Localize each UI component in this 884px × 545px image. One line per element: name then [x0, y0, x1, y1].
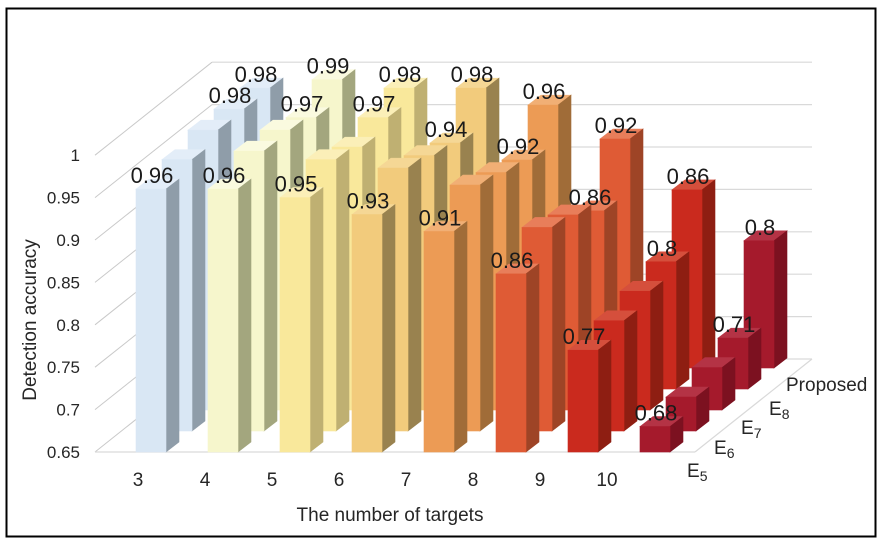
data-label-e8-targets-7: 0.92: [497, 134, 540, 159]
data-label-proposed-targets-7: 0.96: [523, 79, 566, 104]
x-tick-label-5: 5: [267, 470, 278, 491]
y-tick-depth-line: [94, 104, 213, 198]
data-label-e8-targets-10: 0.71: [713, 312, 756, 337]
data-label-e5-targets-9: 0.77: [563, 324, 606, 349]
data-label-e5-targets-6: 0.93: [347, 189, 390, 214]
bar-side-face: [525, 263, 540, 453]
bar-side-face: [407, 157, 422, 432]
series-depth-label-e8: E8: [769, 399, 790, 422]
data-label-proposed-targets-3: 0.98: [235, 62, 278, 87]
bar-side-face: [165, 178, 180, 453]
y-tick-label: 0.65: [47, 443, 80, 462]
x-tick-label-6: 6: [334, 470, 345, 491]
bar-e5-targets-10: [639, 415, 684, 453]
bar-front-face: [495, 273, 527, 453]
bar-front-face: [567, 349, 599, 453]
x-tick-label-10: 10: [596, 470, 617, 491]
x-tick-label-7: 7: [401, 470, 412, 491]
data-label-e5-targets-4: 0.96: [203, 163, 246, 188]
bar-e5-targets-9: [567, 339, 612, 453]
bar-e5-targets-4: [207, 178, 252, 453]
data-label-e8-targets-3: 0.98: [209, 83, 252, 108]
bar-side-face: [747, 327, 762, 390]
x-tick-label-3: 3: [133, 470, 144, 491]
bar-front-face: [279, 197, 311, 453]
data-label-e5-targets-3: 0.96: [131, 163, 174, 188]
series-depth-label-e5: E5: [687, 461, 708, 484]
data-label-e8-targets-8: 0.86: [569, 185, 612, 210]
bar-e5-targets-6: [351, 203, 396, 453]
bar-side-face: [381, 203, 396, 453]
figure-border: [5, 7, 877, 538]
y-tick-label: 0.8: [56, 316, 80, 335]
bar-side-face: [453, 220, 468, 453]
bar-e6-targets-9: [593, 310, 638, 432]
data-label-e5-targets-8: 0.86: [491, 248, 534, 273]
bar-side-face: [237, 178, 252, 453]
bar-e5-targets-5: [279, 186, 324, 453]
data-label-proposed-targets-5: 0.98: [379, 62, 422, 87]
bar-side-face: [479, 174, 494, 432]
series-depth-label-e6: E6: [714, 438, 735, 461]
y-tick-label: 0.9: [56, 231, 80, 250]
bar-side-face: [701, 179, 716, 369]
bar-side-face: [675, 251, 690, 390]
bar-front-face: [135, 188, 167, 453]
y-tick-label: 0.7: [56, 401, 80, 420]
bar-side-face: [597, 339, 612, 453]
data-label-e8-targets-6: 0.94: [425, 117, 468, 142]
series-depth-label-proposed: Proposed: [786, 375, 867, 396]
data-label-proposed-targets-9: 0.86: [667, 164, 710, 189]
data-label-e8-targets-9: 0.8: [647, 236, 678, 261]
chart-generated-content: 10.950.90.850.80.750.70.650.96 0.96 0.950.…: [47, 54, 867, 491]
bar-side-face: [191, 149, 206, 432]
y-tick-label: 1: [71, 146, 80, 165]
bar-front-face: [207, 188, 239, 453]
bar-e5-targets-8: [495, 263, 540, 453]
y-tick-label: 0.75: [47, 358, 80, 377]
bar-front-face: [639, 426, 671, 453]
data-label-proposed-targets-4: 0.99: [307, 54, 350, 79]
bar-side-face: [649, 280, 664, 411]
data-label-proposed-targets-8: 0.92: [595, 113, 638, 138]
data-label-e5-targets-10: 0.68: [635, 401, 678, 426]
data-label-e5-targets-5: 0.95: [275, 172, 318, 197]
y-axis-title: Detection accuracy: [20, 239, 41, 401]
data-label-e8-targets-4: 0.97: [281, 92, 324, 117]
x-tick-label-9: 9: [535, 470, 546, 491]
data-label-e5-targets-7: 0.91: [419, 206, 462, 231]
series-depth-label-e7: E7: [741, 418, 762, 441]
y-tick-label: 0.85: [47, 273, 80, 292]
data-label-proposed-targets-6: 0.98: [451, 62, 494, 87]
data-label-e8-targets-5: 0.97: [353, 92, 396, 117]
y-tick-label: 0.95: [47, 189, 80, 208]
bar-front-face: [423, 231, 455, 453]
bar-e5-targets-7: [423, 220, 468, 453]
x-tick-label-4: 4: [200, 470, 211, 491]
data-label-proposed-targets-10: 0.8: [745, 215, 776, 240]
y-tick-depth-line: [94, 61, 213, 156]
floor-right-edge: [694, 358, 813, 453]
bar-side-face: [309, 186, 324, 453]
bar-front-face: [351, 214, 383, 453]
bar-side-face: [773, 230, 788, 369]
x-tick-label-8: 8: [468, 470, 479, 491]
bar-e5-targets-3: [135, 178, 180, 453]
x-axis-title: The number of targets: [297, 505, 484, 526]
